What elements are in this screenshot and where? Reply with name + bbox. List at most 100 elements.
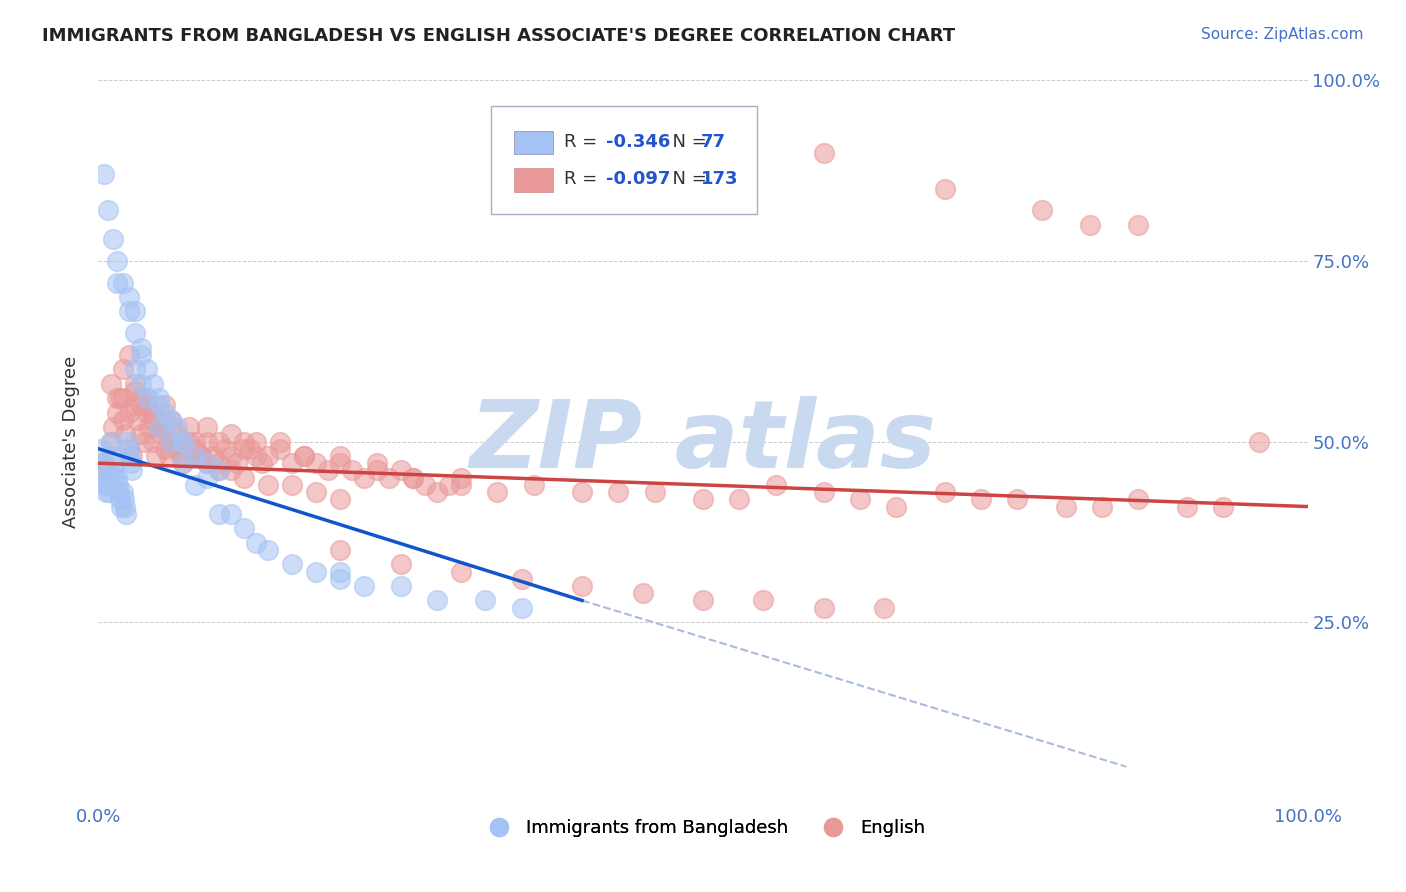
English bbox=[752, 593, 775, 607]
Immigrants from Bangladesh bbox=[148, 391, 170, 405]
Immigrants from Bangladesh bbox=[118, 290, 141, 304]
English bbox=[510, 572, 533, 586]
English bbox=[426, 485, 449, 500]
Immigrants from Bangladesh bbox=[93, 167, 115, 181]
English bbox=[105, 406, 128, 420]
Immigrants from Bangladesh bbox=[100, 434, 122, 449]
Text: N =: N = bbox=[661, 170, 713, 188]
English bbox=[437, 478, 460, 492]
English bbox=[245, 434, 267, 449]
English bbox=[1091, 500, 1114, 514]
English bbox=[886, 500, 908, 514]
Immigrants from Bangladesh bbox=[124, 326, 146, 340]
English bbox=[172, 456, 194, 470]
Immigrants from Bangladesh bbox=[184, 449, 207, 463]
Immigrants from Bangladesh bbox=[474, 593, 496, 607]
English bbox=[190, 449, 212, 463]
English bbox=[111, 391, 134, 405]
English bbox=[232, 442, 254, 456]
Immigrants from Bangladesh bbox=[245, 535, 267, 549]
English bbox=[157, 449, 180, 463]
English bbox=[160, 413, 183, 427]
Immigrants from Bangladesh bbox=[129, 341, 152, 355]
Immigrants from Bangladesh bbox=[91, 463, 114, 477]
English bbox=[129, 398, 152, 412]
English bbox=[389, 558, 412, 572]
English bbox=[329, 542, 352, 557]
Immigrants from Bangladesh bbox=[89, 442, 111, 456]
Immigrants from Bangladesh bbox=[118, 304, 141, 318]
Immigrants from Bangladesh bbox=[117, 434, 139, 449]
English bbox=[571, 485, 593, 500]
Immigrants from Bangladesh bbox=[256, 542, 278, 557]
English bbox=[214, 442, 236, 456]
English bbox=[1128, 218, 1150, 232]
English bbox=[269, 434, 291, 449]
FancyBboxPatch shape bbox=[515, 169, 553, 192]
English bbox=[142, 434, 165, 449]
English bbox=[208, 456, 231, 470]
Immigrants from Bangladesh bbox=[305, 565, 328, 579]
English bbox=[111, 362, 134, 376]
English bbox=[160, 420, 183, 434]
English bbox=[226, 456, 249, 470]
Text: -0.346: -0.346 bbox=[606, 133, 671, 151]
Immigrants from Bangladesh bbox=[221, 507, 243, 521]
Immigrants from Bangladesh bbox=[108, 492, 131, 507]
Immigrants from Bangladesh bbox=[329, 565, 352, 579]
Immigrants from Bangladesh bbox=[115, 507, 138, 521]
English bbox=[195, 420, 218, 434]
English bbox=[934, 182, 956, 196]
English bbox=[402, 470, 425, 484]
English bbox=[970, 492, 993, 507]
Immigrants from Bangladesh bbox=[118, 442, 141, 456]
Text: R =: R = bbox=[564, 133, 603, 151]
Immigrants from Bangladesh bbox=[172, 456, 194, 470]
Text: R =: R = bbox=[564, 170, 603, 188]
English bbox=[148, 413, 170, 427]
Immigrants from Bangladesh bbox=[389, 579, 412, 593]
English bbox=[1249, 434, 1271, 449]
English bbox=[114, 427, 136, 442]
English bbox=[124, 398, 146, 412]
English bbox=[450, 565, 472, 579]
English bbox=[342, 463, 364, 477]
Immigrants from Bangladesh bbox=[108, 485, 131, 500]
English bbox=[256, 478, 278, 492]
Immigrants from Bangladesh bbox=[93, 478, 115, 492]
English bbox=[728, 492, 751, 507]
Immigrants from Bangladesh bbox=[195, 456, 218, 470]
Immigrants from Bangladesh bbox=[118, 449, 141, 463]
Text: ZIP atlas: ZIP atlas bbox=[470, 395, 936, 488]
English bbox=[179, 420, 201, 434]
English bbox=[129, 391, 152, 405]
English bbox=[250, 456, 273, 470]
English bbox=[256, 449, 278, 463]
English bbox=[172, 434, 194, 449]
English bbox=[162, 434, 184, 449]
FancyBboxPatch shape bbox=[492, 105, 758, 214]
English bbox=[100, 376, 122, 391]
Immigrants from Bangladesh bbox=[510, 600, 533, 615]
English bbox=[134, 434, 156, 449]
English bbox=[150, 427, 173, 442]
English bbox=[153, 442, 176, 456]
Immigrants from Bangladesh bbox=[105, 470, 128, 484]
Text: Source: ZipAtlas.com: Source: ZipAtlas.com bbox=[1201, 27, 1364, 42]
English bbox=[281, 456, 304, 470]
Text: 77: 77 bbox=[700, 133, 725, 151]
Immigrants from Bangladesh bbox=[107, 478, 129, 492]
English bbox=[172, 442, 194, 456]
English bbox=[329, 449, 352, 463]
English bbox=[221, 449, 243, 463]
Text: 173: 173 bbox=[700, 170, 738, 188]
English bbox=[245, 449, 267, 463]
English bbox=[135, 391, 157, 405]
English bbox=[124, 384, 146, 398]
English bbox=[127, 413, 149, 427]
English bbox=[160, 434, 183, 449]
English bbox=[97, 463, 120, 477]
English bbox=[239, 442, 262, 456]
English bbox=[195, 434, 218, 449]
English bbox=[118, 406, 141, 420]
